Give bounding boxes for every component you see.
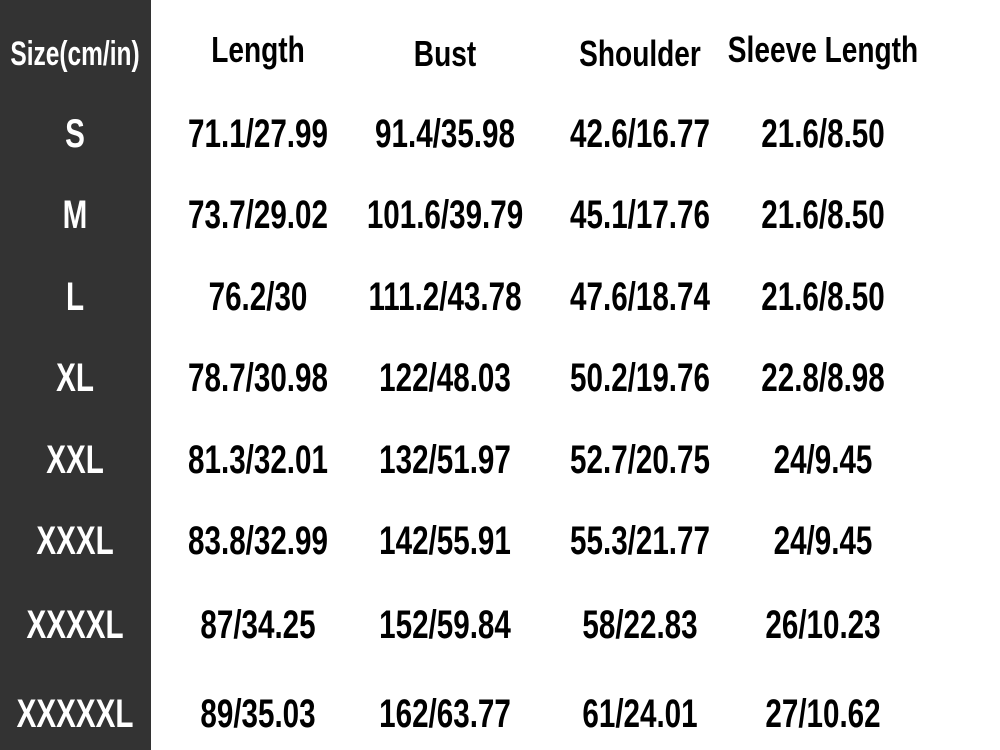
- cell-length: 73.7/29.02: [163, 195, 352, 235]
- cell-shoulder: 55.3/21.77: [545, 521, 734, 561]
- header-sleeve-length: Sleeve Length: [701, 32, 945, 68]
- cell-sleeve-length: 21.6/8.50: [740, 195, 907, 235]
- cell-shoulder: 45.1/17.76: [545, 195, 734, 235]
- cell-length-text: 87/34.25: [200, 603, 316, 647]
- cell-shoulder-text: 55.3/21.77: [570, 519, 710, 563]
- cell-shoulder-text: 50.2/19.76: [570, 356, 710, 400]
- cell-sleeve-length: 21.6/8.50: [740, 114, 907, 154]
- cell-sleeve-length-text: 24/9.45: [773, 519, 873, 563]
- cell-length: 71.1/27.99: [163, 114, 352, 154]
- header-sleeve-length-text: Sleeve Length: [727, 29, 919, 70]
- cell-size: XXXXXL: [0, 694, 154, 734]
- cell-bust-text: 162/63.77: [379, 692, 511, 736]
- cell-length-text: 81.3/32.01: [188, 438, 328, 482]
- cell-size-text: S: [65, 112, 85, 156]
- cell-size-text: L: [65, 275, 85, 319]
- cell-length-text: 78.7/30.98: [188, 356, 328, 400]
- cell-sleeve-length: 24/9.45: [756, 440, 889, 480]
- cell-bust: 152/59.84: [356, 605, 534, 645]
- cell-sleeve-length-text: 22.8/8.98: [761, 356, 885, 400]
- cell-bust-text: 122/48.03: [379, 356, 511, 400]
- cell-shoulder: 58/22.83: [562, 605, 718, 645]
- cell-length: 76.2/30: [191, 277, 324, 317]
- header-bust-text: Bust: [413, 33, 477, 74]
- cell-bust: 111.2/43.78: [342, 277, 549, 317]
- cell-bust-text: 152/59.84: [379, 603, 511, 647]
- cell-bust-text: 91.4/35.98: [375, 112, 515, 156]
- cell-bust: 122/48.03: [356, 358, 534, 398]
- cell-bust: 101.6/39.79: [339, 195, 550, 235]
- cell-size-text: XXXXXL: [16, 692, 134, 736]
- cell-size-text: XXXL: [36, 519, 114, 563]
- cell-shoulder-text: 45.1/17.76: [570, 193, 710, 237]
- cell-sleeve-length: 24/9.45: [756, 521, 889, 561]
- cell-sleeve-length: 22.8/8.98: [740, 358, 907, 398]
- cell-size: L: [63, 277, 87, 317]
- size-column-background: [0, 0, 151, 750]
- header-shoulder-text: Shoulder: [579, 33, 701, 74]
- cell-shoulder: 52.7/20.75: [545, 440, 734, 480]
- cell-size: XXXL: [23, 521, 127, 561]
- cell-bust-text: 142/55.91: [379, 519, 511, 563]
- cell-bust: 91.4/35.98: [350, 114, 539, 154]
- cell-length-text: 71.1/27.99: [188, 112, 328, 156]
- cell-length-text: 83.8/32.99: [188, 519, 328, 563]
- cell-length-text: 89/35.03: [200, 692, 316, 736]
- cell-sleeve-length-text: 27/10.62: [765, 692, 881, 736]
- cell-bust-text: 101.6/39.79: [366, 193, 524, 237]
- cell-bust: 162/63.77: [356, 694, 534, 734]
- header-size: Size(cm/in): [0, 37, 165, 71]
- cell-sleeve-length-text: 21.6/8.50: [761, 275, 885, 319]
- cell-length: 89/35.03: [180, 694, 336, 734]
- cell-bust-text: 132/51.97: [379, 438, 511, 482]
- cell-shoulder: 50.2/19.76: [545, 358, 734, 398]
- cell-size: XXXXL: [9, 605, 140, 645]
- cell-bust: 132/51.97: [356, 440, 534, 480]
- cell-shoulder-text: 42.6/16.77: [570, 112, 710, 156]
- cell-length: 87/34.25: [180, 605, 336, 645]
- cell-shoulder-text: 58/22.83: [582, 603, 698, 647]
- cell-shoulder: 61/24.01: [562, 694, 718, 734]
- header-size-text: Size(cm/in): [10, 35, 140, 73]
- cell-sleeve-length-text: 24/9.45: [773, 438, 873, 482]
- cell-length: 83.8/32.99: [163, 521, 352, 561]
- cell-size: XXL: [36, 440, 114, 480]
- cell-sleeve-length-text: 26/10.23: [765, 603, 881, 647]
- cell-size: M: [58, 195, 91, 235]
- cell-size: XL: [49, 358, 100, 398]
- cell-length: 81.3/32.01: [163, 440, 352, 480]
- cell-bust-text: 111.2/43.78: [368, 275, 522, 319]
- cell-shoulder: 42.6/16.77: [545, 114, 734, 154]
- cell-sleeve-length: 27/10.62: [745, 694, 901, 734]
- cell-length: 78.7/30.98: [163, 358, 352, 398]
- cell-bust: 142/55.91: [356, 521, 534, 561]
- header-bust: Bust: [405, 36, 485, 72]
- cell-shoulder: 47.6/18.74: [545, 277, 734, 317]
- cell-length-text: 73.7/29.02: [188, 193, 328, 237]
- header-shoulder: Shoulder: [562, 36, 718, 72]
- cell-sleeve-length: 21.6/8.50: [740, 277, 907, 317]
- header-length: Length: [198, 32, 318, 68]
- header-length-text: Length: [211, 29, 305, 70]
- cell-sleeve-length: 26/10.23: [745, 605, 901, 645]
- cell-size-text: XXL: [46, 438, 104, 482]
- cell-size-text: XXXXL: [26, 603, 124, 647]
- cell-size-text: XL: [56, 356, 94, 400]
- cell-length-text: 76.2/30: [208, 275, 308, 319]
- cell-size-text: M: [62, 193, 88, 237]
- cell-shoulder-text: 61/24.01: [582, 692, 698, 736]
- cell-shoulder-text: 52.7/20.75: [570, 438, 710, 482]
- cell-sleeve-length-text: 21.6/8.50: [761, 193, 885, 237]
- cell-size: S: [62, 114, 89, 154]
- cell-sleeve-length-text: 21.6/8.50: [761, 112, 885, 156]
- cell-shoulder-text: 47.6/18.74: [570, 275, 710, 319]
